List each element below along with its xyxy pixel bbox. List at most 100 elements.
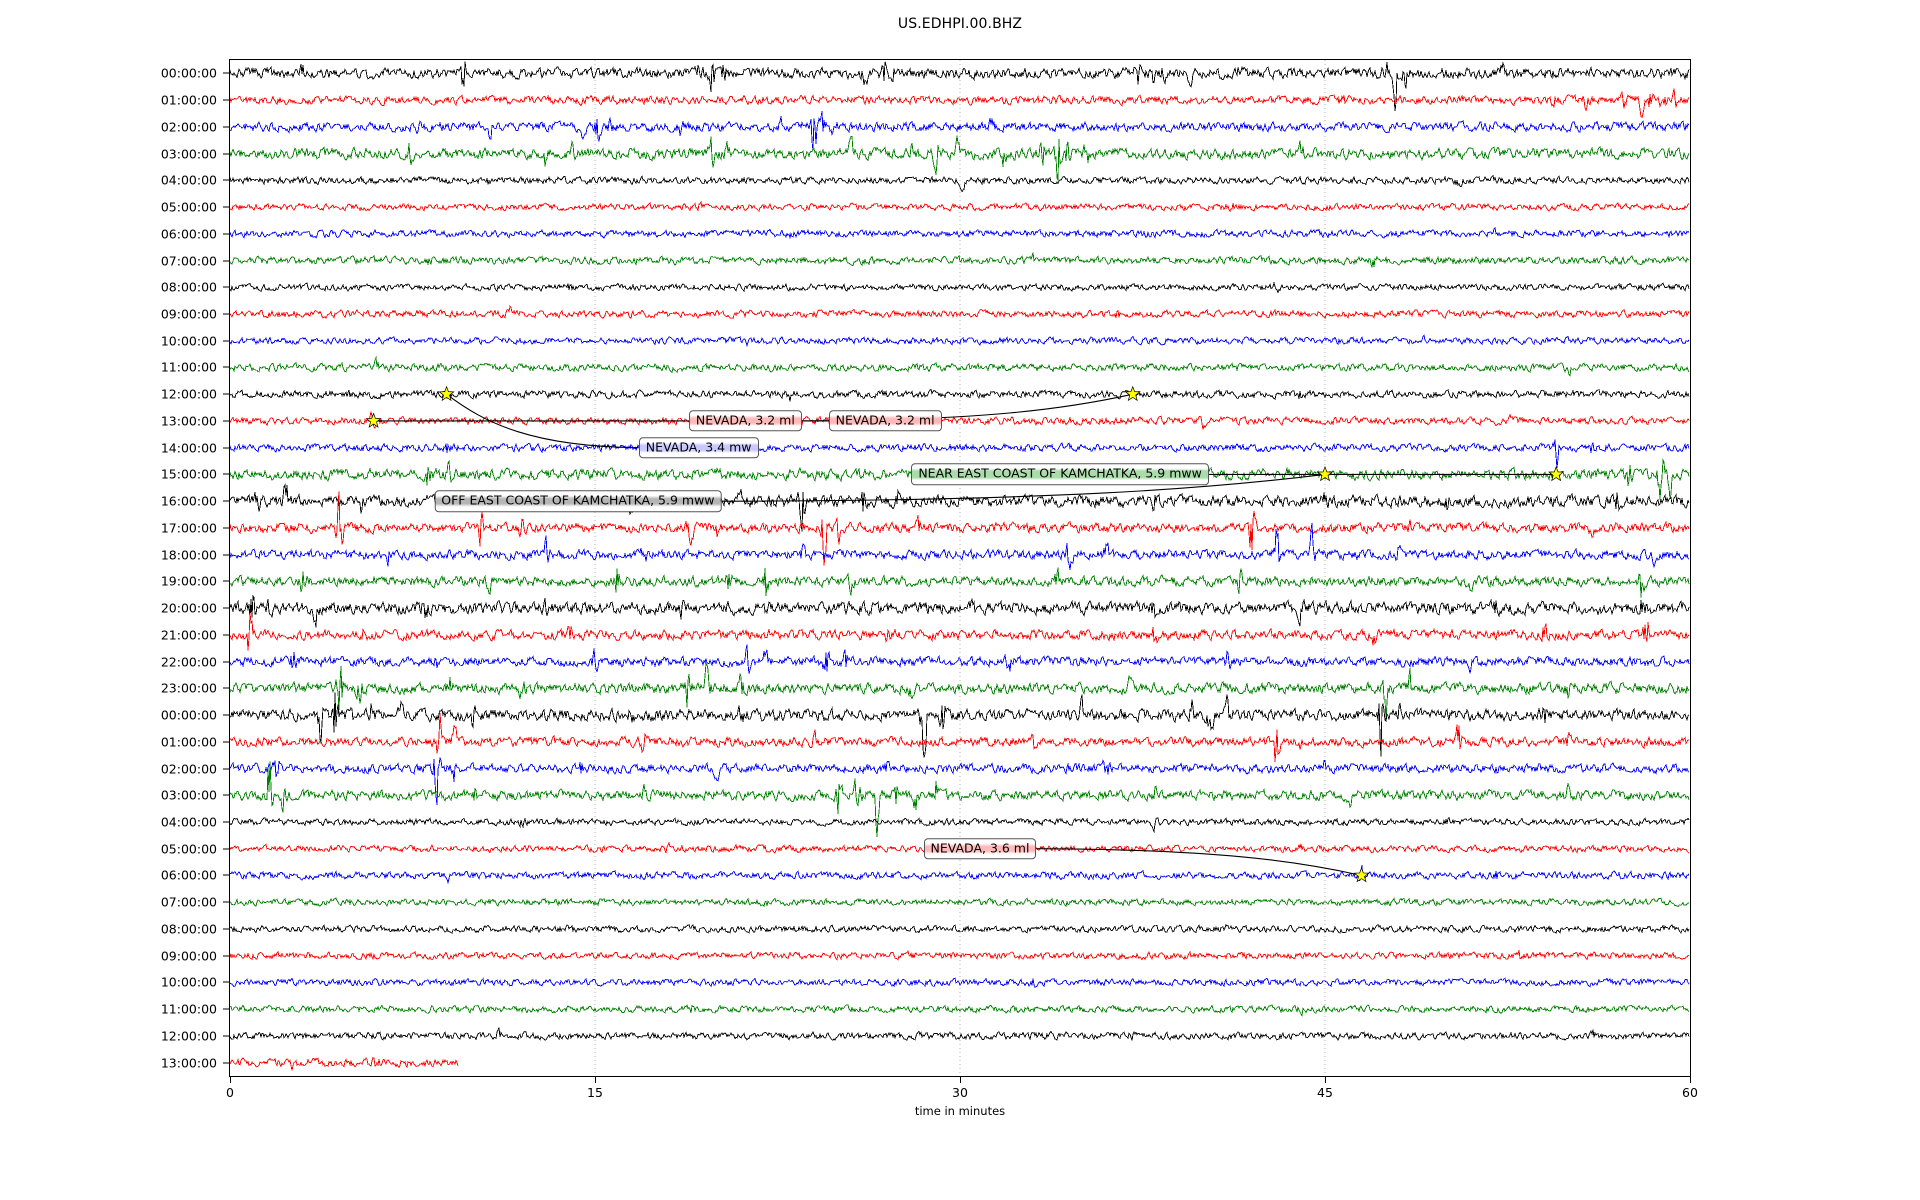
event-annotation-label[interactable]: NEVADA, 3.6 ml	[923, 837, 1037, 860]
seismic-trace	[230, 226, 1690, 240]
seismic-trace	[230, 1057, 459, 1071]
page-title: US.EDHPI.00.BHZ	[897, 16, 1023, 32]
seismic-trace	[230, 977, 1690, 988]
y-tick-mark	[223, 901, 230, 903]
event-marker-star[interactable]	[365, 412, 382, 428]
event-marker-star[interactable]	[1124, 385, 1141, 402]
event-annotation-label[interactable]: NEVADA, 3.2 ml	[828, 410, 942, 432]
y-tick-mark	[223, 661, 230, 663]
y-tick-mark	[223, 527, 230, 529]
y-tick-label: 14:00:00	[160, 440, 217, 456]
y-tick-mark	[223, 821, 230, 823]
event-annotation-label[interactable]: NEVADA, 3.4 mw	[638, 436, 759, 459]
y-tick-mark	[223, 1008, 230, 1010]
y-tick-mark	[223, 420, 230, 422]
seismic-trace	[230, 411, 1690, 430]
y-tick-mark	[223, 874, 230, 876]
trace-canvas	[230, 60, 1690, 1076]
seismic-trace	[230, 111, 1690, 151]
event-marker-star[interactable]	[1353, 866, 1370, 883]
event-marker-star[interactable]	[1548, 465, 1565, 482]
seismic-trace	[230, 88, 1690, 119]
x-axis-title: time in minutes	[914, 1104, 1006, 1118]
y-tick-label: 12:00:00	[160, 1028, 217, 1044]
event-annotation-label[interactable]: NEVADA, 3.2 ml	[688, 410, 802, 432]
y-tick-label: 22:00:00	[160, 654, 217, 670]
y-tick-mark	[223, 714, 230, 716]
x-tick-label: 60	[1682, 1085, 1698, 1100]
seismic-trace	[230, 1004, 1690, 1017]
y-tick-label: 18:00:00	[160, 547, 217, 563]
y-tick-label: 23:00:00	[160, 680, 217, 696]
seismic-trace	[230, 281, 1690, 294]
y-tick-mark	[223, 848, 230, 850]
annotation-leader-line	[721, 473, 1326, 502]
seismic-trace	[230, 252, 1690, 268]
seismic-trace	[230, 491, 1690, 566]
y-tick-label: 03:00:00	[160, 787, 217, 803]
y-tick-label: 06:00:00	[160, 226, 217, 242]
seismic-trace	[230, 816, 1690, 834]
y-tick-label: 09:00:00	[160, 306, 217, 322]
y-tick-label: 20:00:00	[160, 600, 217, 616]
y-tick-mark	[223, 955, 230, 957]
event-marker-star[interactable]	[1316, 465, 1334, 482]
y-tick-mark	[223, 768, 230, 770]
x-tick-mark	[1325, 1077, 1326, 1083]
y-tick-mark	[223, 393, 230, 395]
y-tick-label: 05:00:00	[160, 841, 217, 857]
y-tick-mark	[223, 554, 230, 556]
y-tick-mark	[223, 126, 230, 128]
seismic-trace	[230, 1027, 1690, 1041]
y-tick-label: 13:00:00	[160, 413, 217, 429]
x-tick-mark	[960, 1077, 961, 1083]
y-tick-label: 02:00:00	[160, 119, 217, 135]
y-tick-mark	[223, 99, 230, 101]
x-tick-label: 15	[587, 1085, 603, 1100]
y-tick-label: 08:00:00	[160, 279, 217, 295]
y-tick-label: 09:00:00	[160, 948, 217, 964]
seismic-trace	[230, 355, 1690, 377]
plot-area	[229, 59, 1691, 1077]
annotation-leader-line	[1036, 848, 1362, 877]
seismic-trace	[230, 757, 1690, 806]
y-tick-label: 11:00:00	[160, 359, 217, 375]
x-tick-label: 45	[1317, 1085, 1333, 1100]
seismic-trace	[230, 712, 1690, 762]
y-tick-mark	[223, 206, 230, 208]
event-annotation-label[interactable]: OFF EAST COAST OF KAMCHATKA, 5.9 mww	[434, 490, 722, 512]
seismic-trace	[230, 200, 1690, 213]
y-tick-mark	[223, 794, 230, 796]
y-tick-label: 00:00:00	[160, 707, 217, 723]
y-tick-label: 01:00:00	[160, 92, 217, 108]
y-tick-mark	[223, 447, 230, 449]
event-marker-star[interactable]	[438, 385, 455, 402]
y-tick-label: 00:00:00	[160, 65, 217, 81]
seismic-trace	[230, 761, 1690, 838]
y-tick-label: 06:00:00	[160, 867, 217, 883]
seismic-trace	[230, 950, 1690, 961]
y-tick-label: 12:00:00	[160, 386, 217, 402]
y-tick-label: 01:00:00	[160, 734, 217, 750]
y-tick-label: 08:00:00	[160, 921, 217, 937]
event-annotation-label[interactable]: NEAR EAST COAST OF KAMCHATKA, 5.9 mww	[911, 463, 1209, 486]
y-tick-label: 17:00:00	[160, 520, 217, 536]
y-tick-label: 19:00:00	[160, 573, 217, 589]
y-tick-mark	[223, 1035, 230, 1037]
x-tick-mark	[595, 1077, 596, 1083]
y-tick-mark	[223, 981, 230, 983]
y-tick-mark	[223, 687, 230, 689]
y-tick-label: 15:00:00	[160, 466, 217, 482]
seismic-trace	[230, 567, 1690, 598]
y-tick-mark	[223, 340, 230, 342]
seismic-trace	[230, 439, 1690, 469]
y-tick-label: 10:00:00	[160, 333, 217, 349]
seismic-trace	[230, 388, 1690, 402]
x-tick-label: 0	[226, 1085, 234, 1100]
seismic-trace	[230, 174, 1690, 193]
y-tick-label: 10:00:00	[160, 974, 217, 990]
seismic-trace	[230, 135, 1690, 181]
y-tick-mark	[223, 313, 230, 315]
